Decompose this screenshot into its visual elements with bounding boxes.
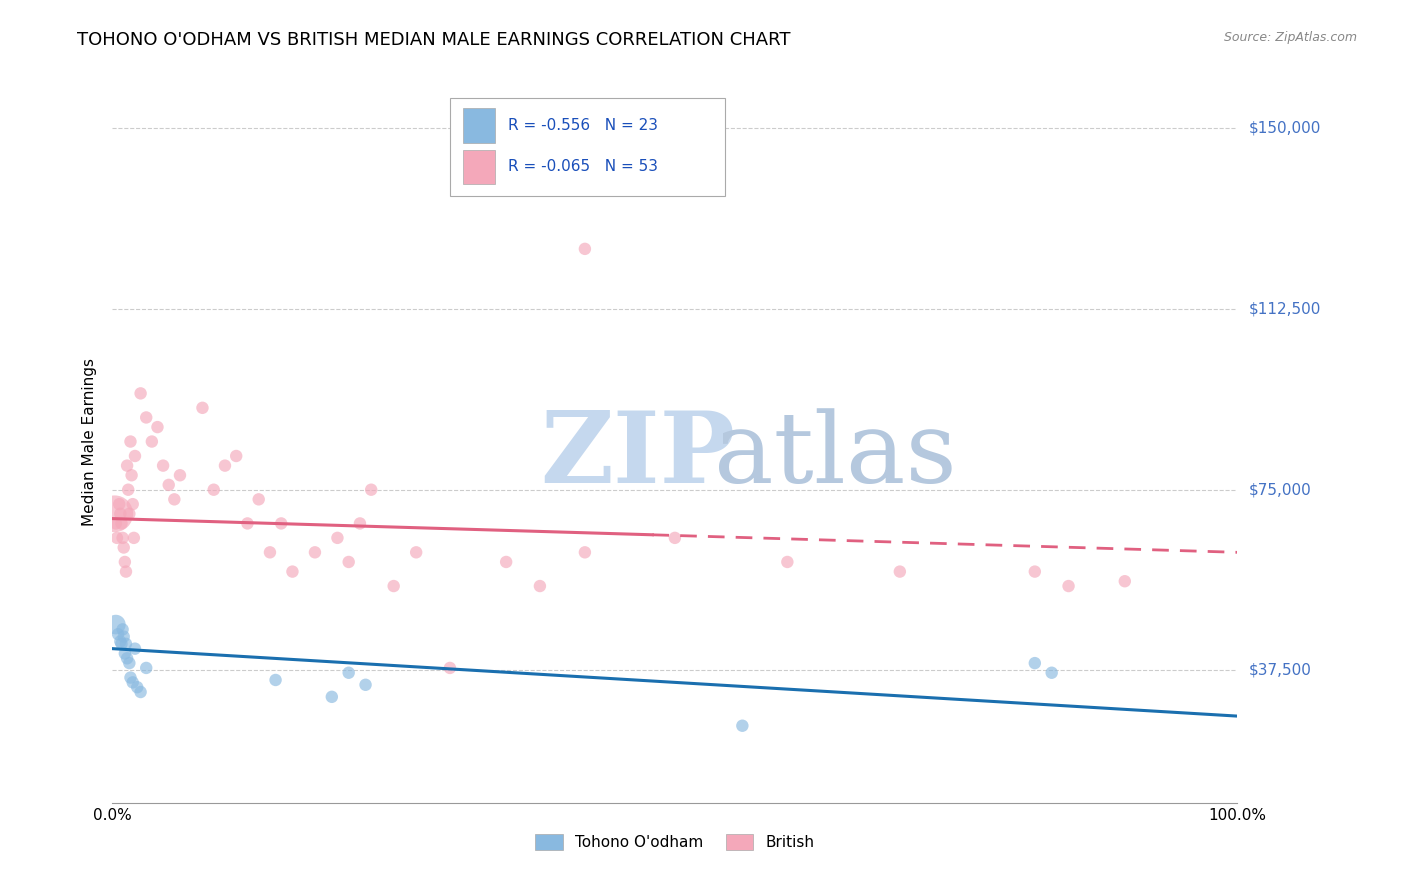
Point	[115, 637, 138, 651]
Point	[529, 579, 551, 593]
Point	[104, 507, 127, 521]
Text: $37,500: $37,500	[1249, 663, 1312, 678]
Point	[115, 458, 138, 473]
Point	[259, 545, 281, 559]
Text: ZIP: ZIP	[540, 408, 735, 505]
Point	[321, 690, 343, 704]
Point	[225, 449, 247, 463]
Point	[382, 579, 405, 593]
Point	[108, 497, 131, 511]
Point	[121, 497, 143, 511]
Point	[146, 420, 169, 434]
Point	[114, 555, 136, 569]
Point	[889, 565, 911, 579]
Point	[574, 242, 596, 256]
Point	[120, 671, 142, 685]
Legend: Tohono O'odham, British: Tohono O'odham, British	[529, 829, 821, 856]
Y-axis label: Median Male Earnings: Median Male Earnings	[82, 358, 97, 525]
Point	[163, 492, 186, 507]
Point	[191, 401, 214, 415]
FancyBboxPatch shape	[450, 98, 725, 196]
Point	[405, 545, 427, 559]
Text: Source: ZipAtlas.com: Source: ZipAtlas.com	[1223, 31, 1357, 45]
Point	[112, 541, 135, 555]
Point	[120, 434, 142, 449]
Point	[129, 386, 152, 401]
Point	[1057, 579, 1080, 593]
Point	[214, 458, 236, 473]
Point	[202, 483, 225, 497]
Point	[1114, 574, 1136, 589]
Point	[304, 545, 326, 559]
Point	[337, 665, 360, 680]
Point	[115, 565, 138, 579]
Point	[1024, 565, 1046, 579]
Point	[121, 675, 143, 690]
Point	[495, 555, 517, 569]
Point	[121, 468, 143, 483]
Text: $112,500: $112,500	[1249, 301, 1320, 317]
Point	[157, 478, 180, 492]
Point	[107, 627, 129, 641]
Point	[236, 516, 259, 531]
Text: atlas: atlas	[714, 409, 957, 504]
Point	[281, 565, 304, 579]
Point	[354, 678, 377, 692]
Point	[105, 531, 128, 545]
Text: R = -0.556   N = 23: R = -0.556 N = 23	[509, 119, 658, 133]
Point	[264, 673, 287, 687]
Point	[122, 531, 145, 545]
Text: TOHONO O'ODHAM VS BRITISH MEDIAN MALE EARNINGS CORRELATION CHART: TOHONO O'ODHAM VS BRITISH MEDIAN MALE EA…	[77, 31, 790, 49]
Point	[326, 531, 349, 545]
Point	[115, 651, 138, 665]
Point	[110, 637, 132, 651]
Point	[574, 545, 596, 559]
Point	[124, 641, 146, 656]
Point	[135, 661, 157, 675]
Point	[664, 531, 686, 545]
Point	[104, 617, 127, 632]
Point	[270, 516, 292, 531]
Point	[439, 661, 461, 675]
Point	[349, 516, 371, 531]
Point	[118, 656, 141, 670]
Text: R = -0.065   N = 53: R = -0.065 N = 53	[509, 160, 658, 175]
FancyBboxPatch shape	[464, 150, 495, 185]
Point	[152, 458, 174, 473]
Point	[127, 680, 149, 694]
Point	[731, 719, 754, 733]
Point	[111, 531, 134, 545]
Point	[1024, 656, 1046, 670]
Point	[1040, 665, 1063, 680]
Point	[776, 555, 799, 569]
Point	[104, 516, 127, 531]
Point	[360, 483, 382, 497]
Text: $75,000: $75,000	[1249, 483, 1312, 497]
Point	[337, 555, 360, 569]
Point	[135, 410, 157, 425]
Point	[117, 483, 139, 497]
Point	[169, 468, 191, 483]
Point	[129, 685, 152, 699]
Text: $150,000: $150,000	[1249, 121, 1320, 136]
Point	[114, 647, 136, 661]
Point	[141, 434, 163, 449]
FancyBboxPatch shape	[464, 109, 495, 143]
Point	[111, 623, 134, 637]
Point	[124, 449, 146, 463]
Point	[112, 630, 135, 644]
Point	[110, 516, 132, 531]
Point	[118, 507, 141, 521]
Point	[110, 507, 132, 521]
Point	[247, 492, 270, 507]
Point	[110, 634, 132, 648]
